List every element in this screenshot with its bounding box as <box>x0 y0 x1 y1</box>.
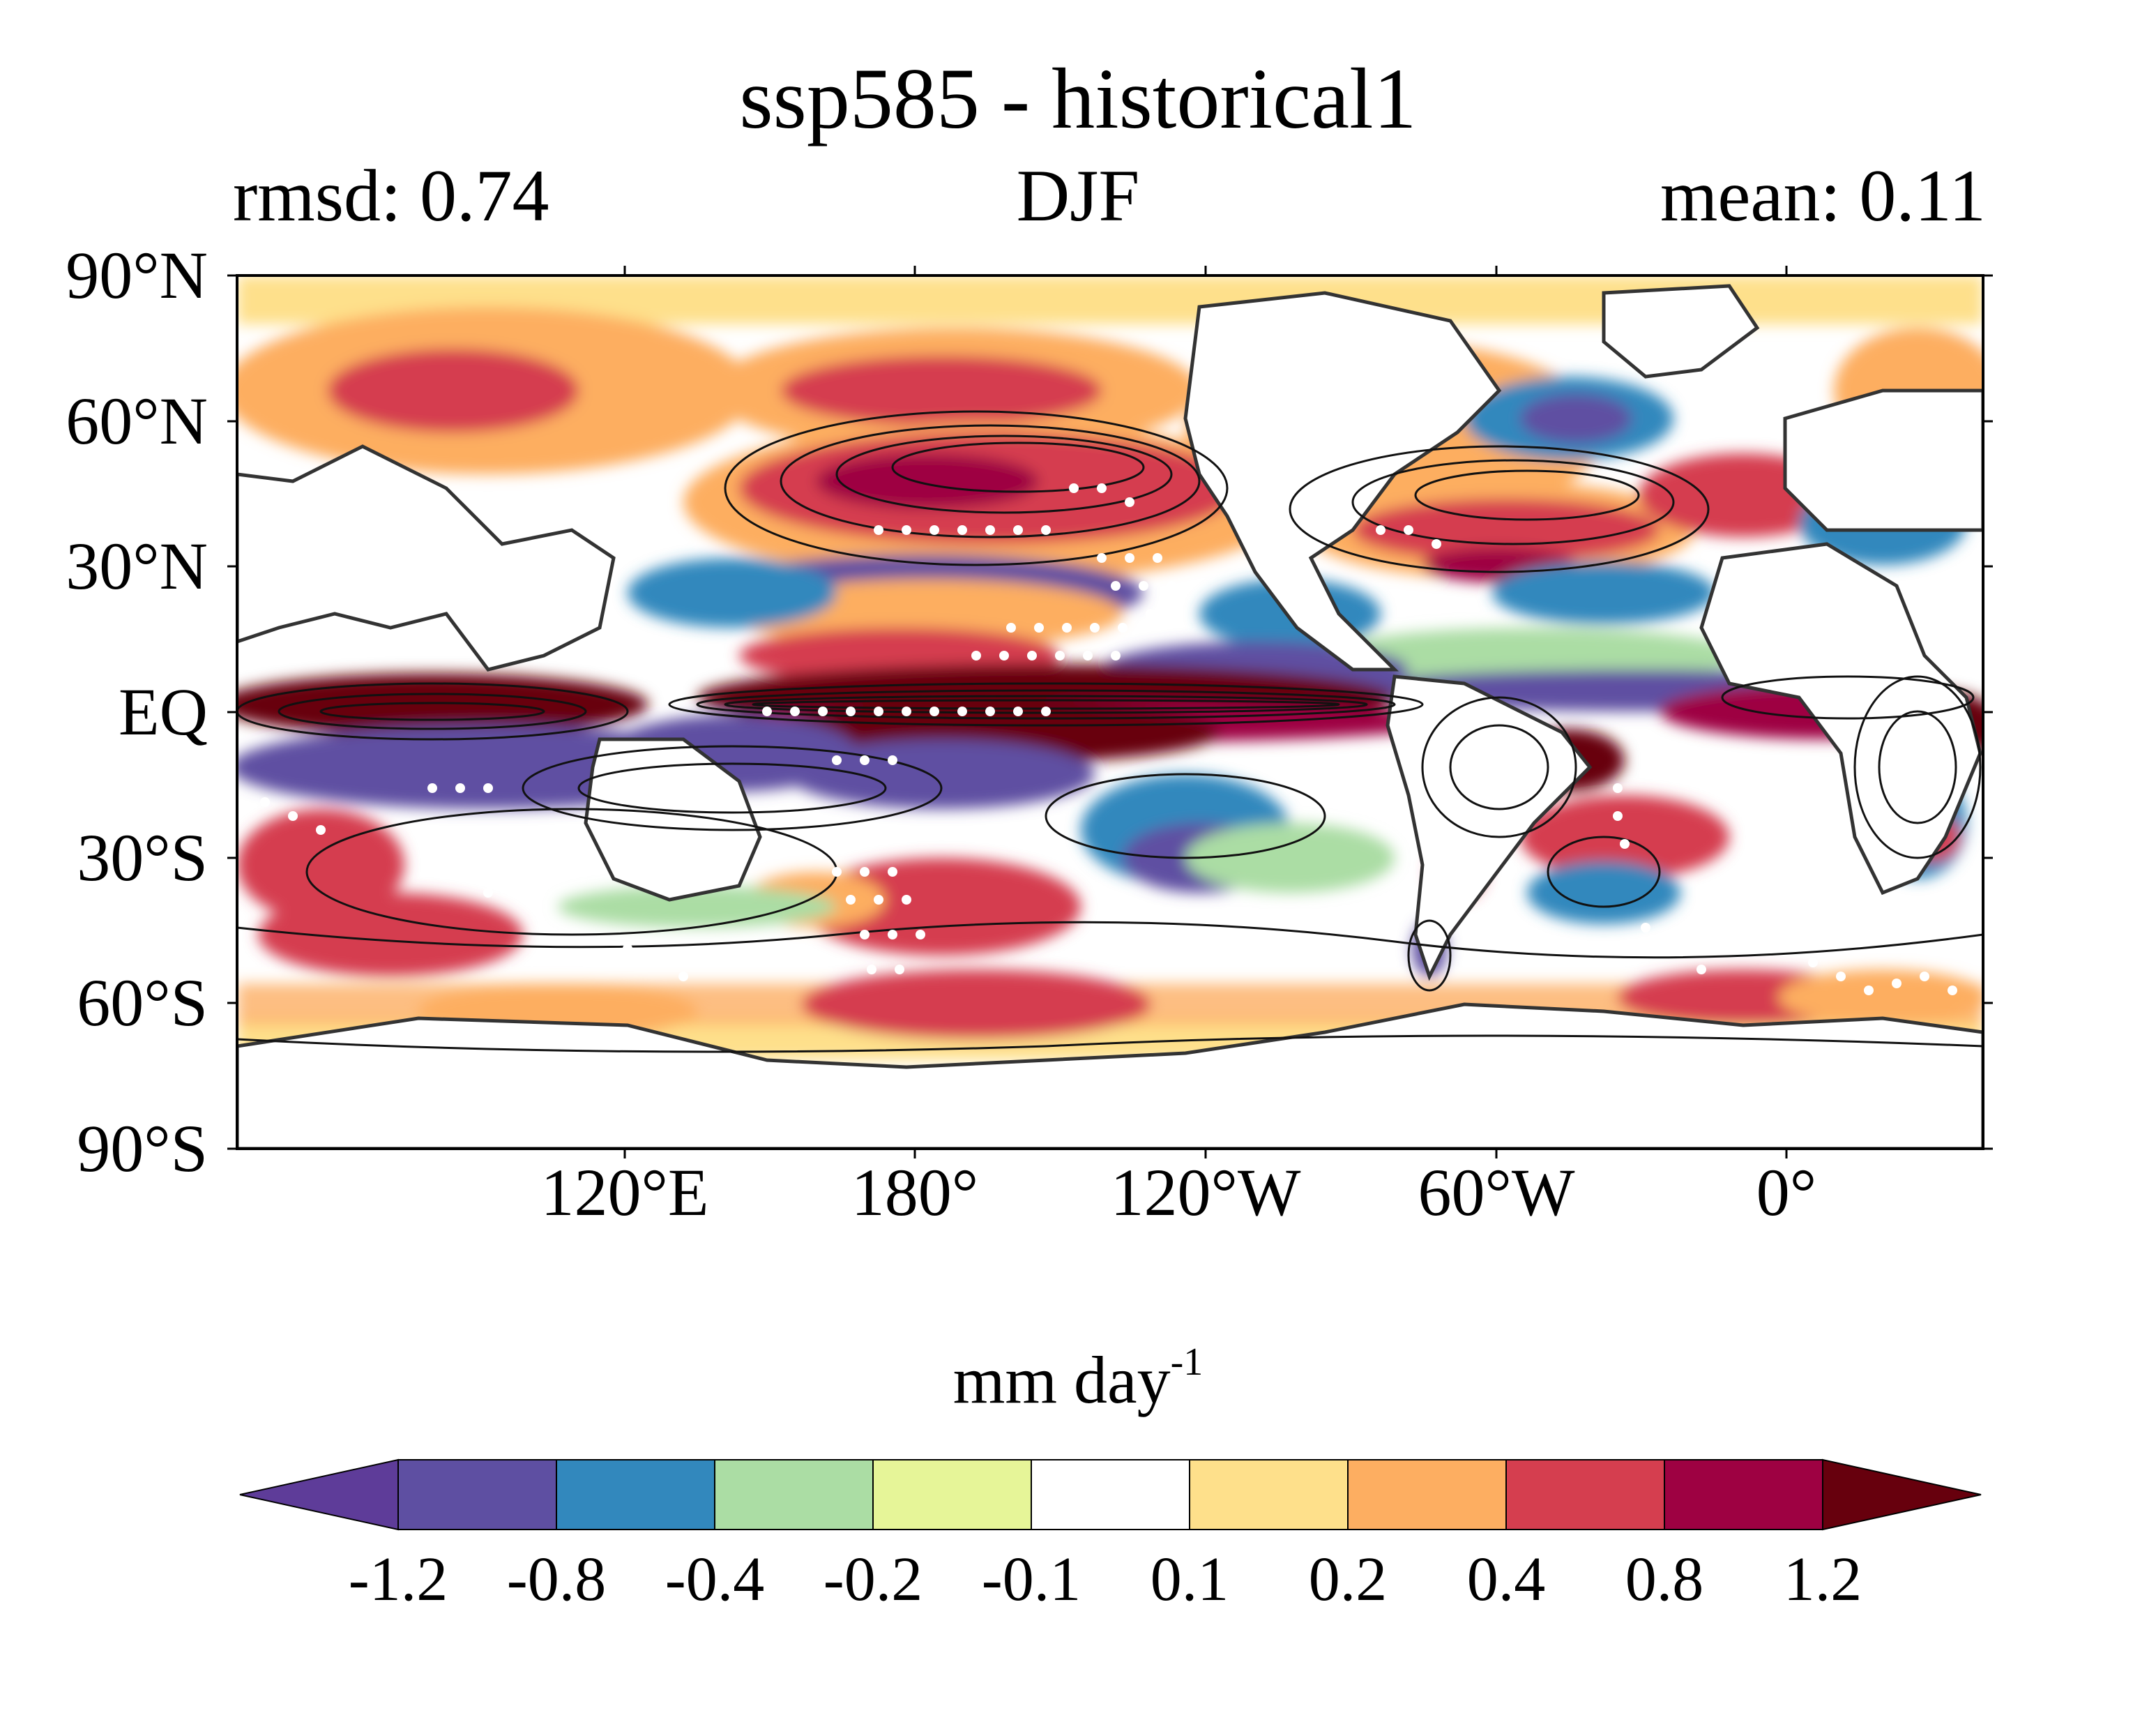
colorbar-tick: 0.8 <box>1625 1545 1704 1614</box>
lon-ticks <box>623 266 1788 1158</box>
lat-label-90n: 90°N <box>66 238 208 312</box>
colorbar-tick: -0.2 <box>823 1545 923 1614</box>
season-label: DJF <box>1016 155 1140 236</box>
significance-stippling <box>260 483 1957 995</box>
colorbar-tick: -0.1 <box>981 1545 1081 1614</box>
colorbar-bin <box>1347 1459 1507 1530</box>
lon-label-180: 180° <box>851 1155 979 1230</box>
colorbar-bin <box>872 1459 1032 1530</box>
colorbar-bin <box>397 1459 557 1530</box>
units-base: mm day <box>952 1343 1171 1417</box>
colorbar-extend-high <box>1822 1458 1982 1531</box>
colorbar-bin <box>1031 1459 1190 1530</box>
colorbar-bin <box>556 1459 715 1530</box>
lat-label-eq: EQ <box>119 674 208 749</box>
colorbar-bin <box>1505 1459 1665 1530</box>
colorbar-tick: -0.4 <box>665 1545 765 1614</box>
colorbar-bin <box>714 1459 874 1530</box>
lon-label-60w: 60°W <box>1418 1155 1575 1230</box>
colorbar-tick: -0.8 <box>506 1545 607 1614</box>
colorbar-extend-low <box>239 1458 399 1531</box>
colorbar-units: mm day-1 <box>0 1343 2156 1414</box>
colorbar-tick: 0.2 <box>1308 1545 1388 1614</box>
lat-label-90s: 90°S <box>77 1111 208 1186</box>
lon-label-0: 0° <box>1756 1155 1817 1230</box>
lat-label-60s: 60°S <box>77 965 208 1040</box>
lon-label-120w: 120°W <box>1110 1155 1301 1230</box>
lat-label-30s: 30°S <box>77 820 208 895</box>
climatology-contours <box>237 410 1983 1053</box>
lat-ticks <box>227 274 1993 1150</box>
lat-label-30n: 30°N <box>66 529 208 603</box>
colorbar-tick: -1.2 <box>348 1545 448 1614</box>
colorbar-bin <box>1664 1459 1823 1530</box>
lat-label-60n: 60°N <box>66 384 208 458</box>
rmsd-label: rmsd: 0.74 <box>233 155 549 236</box>
figure-title: ssp585 - historical1 <box>739 51 1417 146</box>
lon-label-120e: 120°E <box>540 1155 709 1230</box>
colorbar <box>239 1458 1982 1531</box>
colorbar-tick: 1.2 <box>1783 1545 1862 1614</box>
colorbar-tick: 0.4 <box>1466 1545 1546 1614</box>
colorbar-bin <box>1189 1459 1349 1530</box>
colorbar-tick: 0.1 <box>1150 1545 1229 1614</box>
precip-anomaly-field <box>237 275 1983 1149</box>
mean-label: mean: 0.11 <box>1660 155 1986 236</box>
units-exponent: -1 <box>1170 1341 1204 1384</box>
